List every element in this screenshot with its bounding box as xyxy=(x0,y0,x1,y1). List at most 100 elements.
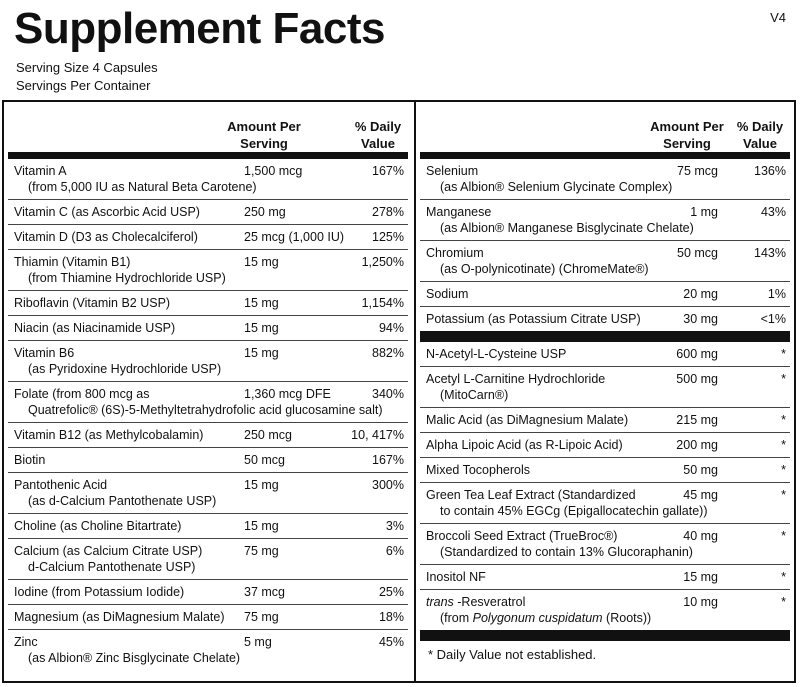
nutrient-name: Acetyl L-Carnitine Hydrochloride xyxy=(426,372,606,386)
daily-value: * xyxy=(781,463,786,477)
nutrient-source: (as Albion® Zinc Bisglycinate Chelate) xyxy=(28,651,241,665)
daily-value: 136% xyxy=(754,164,786,178)
nutrient-name: Thiamin (Vitamin B1) xyxy=(14,255,131,269)
daily-value: 300% xyxy=(372,478,404,492)
nutrient-name: Pantothenic Acid xyxy=(14,478,108,492)
nutrient-name: Manganese xyxy=(426,205,492,219)
amount: 40 mg xyxy=(683,529,718,543)
amount-header: Amount Per Serving xyxy=(227,119,301,151)
nutrient-row: Calcium (as Calcium Citrate USP) d-Calciu… xyxy=(8,539,408,580)
amount: 1,500 mcg xyxy=(244,164,303,178)
nutrient-row: Iodine (from Potassium Iodide) 37 mcg 25% xyxy=(8,580,408,605)
amount: 75 mg xyxy=(244,610,279,624)
amount: 10 mg xyxy=(683,595,718,609)
nutrient-row: Vitamin D (D3 as Cholecalciferol) 25 mcg … xyxy=(8,225,408,250)
nutrient-row: Choline (as Choline Bitartrate) 15 mg 3% xyxy=(8,514,408,539)
nutrient-name: Vitamin C (as Ascorbic Acid USP) xyxy=(14,205,200,219)
amount: 50 mcg xyxy=(677,246,718,260)
daily-value: 340% xyxy=(372,387,404,401)
amount: 1 mg xyxy=(690,205,718,219)
amount: 15 mg xyxy=(244,296,279,310)
nutrient-source: (Standardized to contain 13% Glucoraphan… xyxy=(440,545,693,559)
amount: 15 mg xyxy=(683,570,718,584)
nutrient-row: Acetyl L-Carnitine Hydrochloride (MitoCar… xyxy=(420,367,790,408)
daily-value: 167% xyxy=(372,453,404,467)
daily-value: 125% xyxy=(372,230,404,244)
nutrient-row: Selenium (as Albion® Selenium Glycinate C… xyxy=(420,159,790,200)
daily-value: * xyxy=(781,529,786,543)
facts-table: Amount Per Serving % Daily Value Vitamin… xyxy=(2,100,796,683)
nutrient-row: Alpha Lipoic Acid (as R-Lipoic Acid) 200 … xyxy=(420,433,790,458)
daily-value: 6% xyxy=(385,544,404,558)
nutrient-name: Zinc xyxy=(14,635,38,649)
nutrient-name: Calcium (as Calcium Citrate USP) xyxy=(14,544,203,558)
nutrient-name: Alpha Lipoic Acid (as R-Lipoic Acid) xyxy=(426,438,623,452)
text-segment: (Roots)) xyxy=(602,611,652,625)
nutrient-name: Folate (from 800 mcg as xyxy=(14,387,150,401)
servings-per-container: Servings Per Container xyxy=(16,78,151,93)
amount: 5 mg xyxy=(244,635,272,649)
nutrient-source: to contain 45% EGCg (Epigallocatechin ga… xyxy=(440,504,708,518)
nutrient-row: Sodium 20 mg 1% xyxy=(420,282,790,307)
nutrient-row: Malic Acid (as DiMagnesium Malate) 215 mg… xyxy=(420,408,790,433)
nutrient-name: Riboflavin (Vitamin B2 USP) xyxy=(14,296,171,310)
nutrient-row: Niacin (as Niacinamide USP) 15 mg 94% xyxy=(8,316,408,341)
nutrient-row: Vitamin B12 (as Methylcobalamin) 250 mcg 1… xyxy=(8,423,408,448)
nutrient-name: Vitamin B6 xyxy=(14,346,75,360)
serving-size: Serving Size 4 Capsules xyxy=(16,60,158,75)
amount: 500 mg xyxy=(676,372,718,386)
nutrient-name: N-Acetyl-L-Cysteine USP xyxy=(426,347,567,361)
nutrient-name: Potassium (as Potassium Citrate USP) xyxy=(426,312,641,326)
nutrient-row: N-Acetyl-L-Cysteine USP 600 mg * xyxy=(420,342,790,367)
nutrient-row: Biotin 50 mcg 167% xyxy=(8,448,408,473)
daily-value: 882% xyxy=(372,346,404,360)
amount: 15 mg xyxy=(244,478,279,492)
nutrient-source: (as Albion® Selenium Glycinate Complex) xyxy=(440,180,673,194)
amount: 75 mcg xyxy=(677,164,718,178)
daily-value: 10, 417% xyxy=(351,428,404,442)
amount: 45 mg xyxy=(683,488,718,502)
amount: 75 mg xyxy=(244,544,279,558)
nutrient-name: Green Tea Leaf Extract (Standardized xyxy=(426,488,636,502)
version: V4 xyxy=(770,10,786,25)
daily-value: <1% xyxy=(760,312,786,326)
nutrient-name: Vitamin D (D3 as Cholecalciferol) xyxy=(14,230,198,244)
amount: 1,360 mcg DFE xyxy=(244,387,331,401)
amount: 50 mg xyxy=(683,463,718,477)
amount: 30 mg xyxy=(683,312,718,326)
daily-value: 45% xyxy=(378,635,404,649)
amount: 15 mg xyxy=(244,519,279,533)
nutrient-row: Vitamin B6 (as Pyridoxine Hydrochloride U… xyxy=(8,341,408,382)
daily-value: * xyxy=(781,488,786,502)
rows: Vitamin A (from 5,000 IU as Natural Beta … xyxy=(8,159,408,670)
nutrient-row: Mixed Tocopherols 50 mg * xyxy=(420,458,790,483)
amount: 37 mcg xyxy=(244,585,285,599)
nutrient-row: Potassium (as Potassium Citrate USP) 30 m… xyxy=(420,307,790,331)
daily-value: 1% xyxy=(767,287,786,301)
left-panel: Amount Per Serving % Daily Value Vitamin… xyxy=(8,102,408,670)
nutrient-row: Vitamin C (as Ascorbic Acid USP) 250 mg 27… xyxy=(8,200,408,225)
nutrient-source: Quatrefolic® (6S)-5-Methyltetrahydrofoli… xyxy=(28,403,383,417)
nutrient-source: (as Albion® Manganese Bisglycinate Chela… xyxy=(440,221,694,235)
nutrient-row: Thiamin (Vitamin B1) (from Thiamine Hydro… xyxy=(8,250,408,291)
daily-value: * xyxy=(781,347,786,361)
thick-rule xyxy=(420,630,790,641)
daily-value: 1,250% xyxy=(361,255,404,269)
daily-value: * xyxy=(781,570,786,584)
amount: 50 mcg xyxy=(244,453,285,467)
nutrient-row: Riboflavin (Vitamin B2 USP) 15 mg 1,154% xyxy=(8,291,408,316)
nutrient-row: Zinc (as Albion® Zinc Bisglycinate Chelat… xyxy=(8,630,408,670)
nutrient-name: Choline (as Choline Bitartrate) xyxy=(14,519,182,533)
amount: 15 mg xyxy=(244,346,279,360)
daily-value: 43% xyxy=(760,205,786,219)
nutrient-row: Inositol NF 15 mg * xyxy=(420,565,790,590)
nutrient-name: Vitamin A xyxy=(14,164,67,178)
nutrient-name: Selenium xyxy=(426,164,479,178)
nutrient-source: d-Calcium Pantothenate USP) xyxy=(28,560,196,574)
daily-value: 94% xyxy=(378,321,404,335)
daily-value: 167% xyxy=(372,164,404,178)
daily-value: * xyxy=(781,438,786,452)
amount: 250 mg xyxy=(244,205,286,219)
text-segment: -Resveratrol xyxy=(453,595,526,609)
rows: Selenium (as Albion® Selenium Glycinate C… xyxy=(420,159,790,331)
